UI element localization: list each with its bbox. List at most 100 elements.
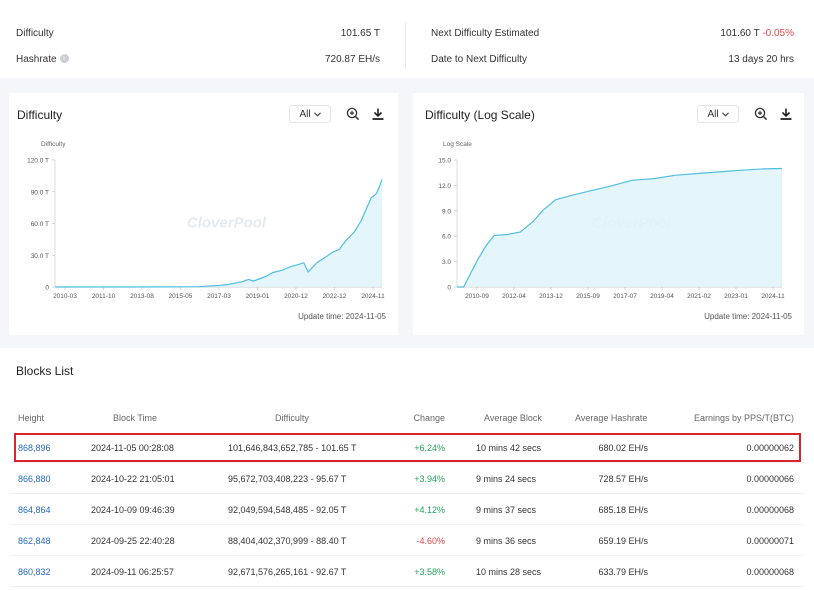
chevron-down-icon — [313, 109, 321, 120]
x-tick-label: 2024-11 — [761, 293, 785, 300]
x-tick-label: 2015-09 — [576, 293, 600, 300]
earnings: 0.00000071 — [746, 535, 794, 546]
x-tick-label: 2013-12 — [539, 293, 563, 300]
earnings: 0.00000062 — [746, 442, 794, 453]
x-tick-label: 2019-01 — [246, 293, 270, 300]
average-hashrate: 633.79 EH/s — [598, 566, 648, 577]
block-height-link[interactable]: 866,880 — [18, 473, 51, 484]
chart-title: Difficulty — [17, 108, 63, 122]
zoom-in-icon[interactable] — [753, 106, 769, 122]
highlighted-row-outline — [14, 433, 801, 462]
table-row: 864,864 2024-10-09 09:46:39 92,049,594,548… — [0, 494, 814, 525]
block-time: 2024-11-05 00:28:08 — [91, 442, 174, 453]
average-hashrate: 680.02 EH/s — [598, 442, 648, 453]
average-hashrate: 685.18 EH/s — [598, 504, 648, 515]
y-axis-label: Log Scale — [443, 141, 472, 148]
difficulty-change: +3.94% — [414, 473, 445, 484]
area-fill — [55, 179, 382, 287]
blocks-list-title: Blocks List — [16, 364, 74, 378]
average-block: 10 mins 28 secs — [476, 566, 542, 577]
x-tick-label: 2010-03 — [53, 293, 77, 300]
block-difficulty: 88,404,402,370,999 - 88.40 T — [228, 535, 347, 546]
block-height-link[interactable]: 862,848 — [18, 535, 51, 546]
range-select[interactable]: All — [289, 105, 331, 123]
next-difficulty-stat: Next Difficulty Estimated 101.60 T -0.05… — [431, 20, 794, 46]
block-time: 2024-09-11 06:25:57 — [91, 566, 174, 577]
col-earnings: Earnings by PPS/T(BTC) — [693, 413, 794, 423]
x-tick-label: 2012-04 — [502, 293, 526, 300]
stats-right: Next Difficulty Estimated 101.60 T -0.05… — [431, 0, 794, 78]
row-divider — [10, 462, 804, 463]
col-average-block: Average Block — [484, 413, 542, 423]
earnings: 0.00000068 — [746, 566, 794, 577]
difficulty-change: +6.24% — [414, 442, 445, 453]
range-select-value: All — [707, 108, 719, 120]
difficulty-chart-panel: Difficulty All Difficulty 0 30.0 T 60.0 T 90… — [9, 93, 398, 335]
watermark-logo: CloverPool — [187, 215, 267, 232]
series-line — [457, 167, 783, 288]
table-row: 862,848 2024-09-25 22:40:28 88,404,402,370… — [0, 525, 814, 556]
difficulty-change: -4.60% — [416, 535, 445, 546]
hashrate-label-wrap: Hashrate i — [16, 54, 69, 65]
y-tick-label: 90.0 T — [31, 189, 49, 196]
x-tick-label: 2022-12 — [323, 293, 347, 300]
block-time: 2024-10-22 21:05:01 — [91, 473, 175, 484]
y-tick-label: 6.0 — [442, 234, 451, 241]
zoom-in-icon[interactable] — [345, 106, 361, 122]
hashrate-value: 720.87 EH/s — [324, 53, 380, 65]
next-difficulty-label: Next Difficulty Estimated — [431, 27, 540, 39]
download-icon[interactable] — [778, 106, 794, 122]
stats-left: Difficulty 101.65 T Hashrate i 720.87 EH/… — [16, 0, 380, 78]
next-difficulty-change: -0.05% — [762, 27, 794, 39]
y-tick-label: 30.0 T — [31, 253, 49, 260]
next-date-label: Date to Next Difficulty — [431, 53, 527, 65]
col-change: Change — [413, 413, 445, 423]
range-select[interactable]: All — [697, 105, 739, 123]
table-row: 866,880 2024-10-22 21:05:01 95,672,703,408… — [0, 463, 814, 494]
table-row: 860,832 2024-09-11 06:25:57 92,671,576,265… — [0, 556, 814, 587]
average-block: 10 mins 42 secs — [476, 442, 542, 453]
y-tick-label: 12.0 — [438, 183, 451, 190]
block-height-link[interactable]: 860,832 — [18, 566, 51, 577]
row-divider — [10, 555, 804, 556]
y-axis-label: Difficulty — [41, 141, 66, 148]
block-difficulty: 101,646,843,652,785 - 101.65 T — [228, 442, 357, 453]
table-row: 868,896 2024-11-05 00:28:08 101,646,843,65… — [0, 432, 814, 463]
blocks-table-header: Height Block Time Difficulty Change Aver… — [0, 408, 814, 428]
block-difficulty: 92,671,576,265,161 - 92.67 T — [228, 566, 347, 577]
row-divider — [10, 586, 804, 587]
row-divider — [10, 493, 804, 494]
next-difficulty-value-wrap: 101.60 T -0.05% — [720, 28, 794, 39]
block-height-link[interactable]: 864,864 — [18, 504, 51, 515]
x-tick-label: 2017-07 — [613, 293, 637, 300]
next-date-stat: Date to Next Difficulty 13 days 20 hrs — [431, 46, 794, 72]
update-time: Update time: 2024-11-05 — [298, 312, 386, 321]
difficulty-change: +4.12% — [414, 504, 445, 515]
info-icon[interactable]: i — [59, 54, 69, 64]
chart-title: Difficulty (Log Scale) — [425, 108, 535, 122]
earnings: 0.00000066 — [746, 473, 794, 484]
col-average-hashrate: Average Hashrate — [575, 413, 648, 423]
range-select-value: All — [299, 108, 311, 120]
average-hashrate: 659.19 EH/s — [598, 535, 648, 546]
col-block-time: Block Time — [113, 413, 158, 423]
block-difficulty: 92,049,594,548,485 - 92.05 T — [228, 504, 347, 515]
download-icon[interactable] — [370, 106, 386, 122]
average-hashrate: 728.57 EH/s — [598, 473, 648, 484]
col-height: Height — [18, 413, 45, 423]
stats-divider — [405, 22, 406, 68]
x-tick-label: 2019-04 — [650, 293, 674, 300]
difficulty-label: Difficulty — [16, 27, 54, 39]
y-tick-label: 120.0 T — [27, 158, 49, 165]
y-tick-label: 15.0 — [438, 158, 451, 165]
block-height-link[interactable]: 868,896 — [18, 442, 51, 453]
log-difficulty-chart: Log Scale 0 3.0 6.0 9.0 12.0 15.0 2010-09 2012-0… — [438, 141, 785, 300]
hashrate-stat: Hashrate i 720.87 EH/s — [16, 46, 380, 72]
area-fill — [457, 168, 782, 287]
y-tick-label: 0 — [45, 285, 49, 292]
difficulty-value: 101.65 T — [340, 27, 380, 39]
block-time: 2024-09-25 22:40:28 — [91, 535, 175, 546]
y-tick-label: 60.0 T — [31, 221, 49, 228]
block-difficulty: 95,672,703,408,223 - 95.67 T — [228, 473, 347, 484]
difficulty-chart: Difficulty 0 30.0 T 60.0 T 90.0 T 120.0 T 2010… — [27, 141, 385, 300]
